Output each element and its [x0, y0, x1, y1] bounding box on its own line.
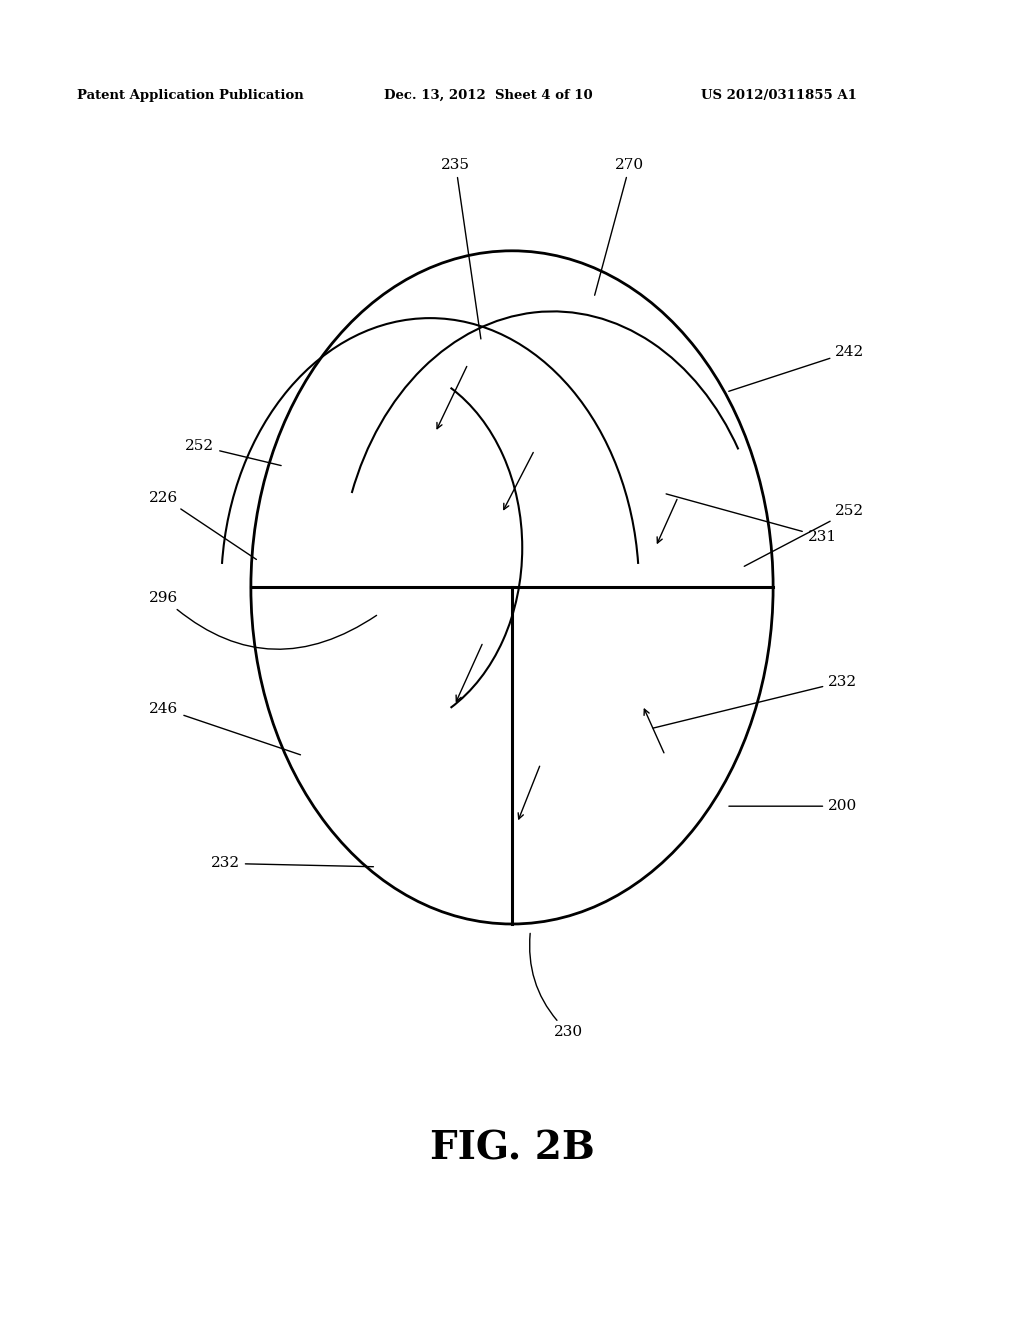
Text: 235: 235 [441, 158, 481, 339]
Text: 246: 246 [150, 701, 300, 755]
Text: Dec. 13, 2012  Sheet 4 of 10: Dec. 13, 2012 Sheet 4 of 10 [384, 88, 593, 102]
Polygon shape [512, 587, 773, 924]
Text: 200: 200 [729, 799, 857, 813]
Polygon shape [251, 251, 773, 587]
Text: 232: 232 [653, 675, 857, 729]
Text: 296: 296 [150, 591, 377, 649]
Text: 270: 270 [595, 158, 644, 296]
Text: 230: 230 [529, 933, 583, 1039]
Text: 252: 252 [744, 504, 864, 566]
Text: 226: 226 [150, 491, 256, 560]
Text: 231: 231 [667, 494, 837, 544]
Text: Patent Application Publication: Patent Application Publication [77, 88, 303, 102]
Text: FIG. 2B: FIG. 2B [430, 1130, 594, 1167]
Polygon shape [251, 587, 512, 924]
Text: US 2012/0311855 A1: US 2012/0311855 A1 [701, 88, 857, 102]
Text: 252: 252 [185, 440, 282, 466]
Text: 232: 232 [211, 857, 374, 870]
Text: 242: 242 [729, 345, 864, 391]
